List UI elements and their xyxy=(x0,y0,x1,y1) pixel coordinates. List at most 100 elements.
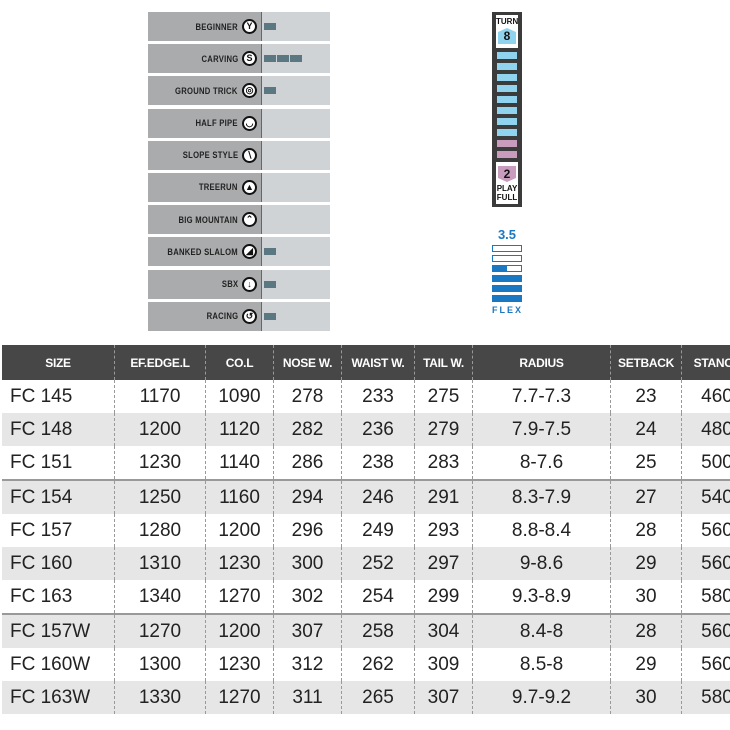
terrain-level-bar xyxy=(262,12,330,41)
turn-segment xyxy=(497,96,517,103)
terrain-chart: BEGINNER Y CARVING S GROUND TRICK ◎ HALF PIPE ◡… xyxy=(148,12,330,334)
table-cell: 302 xyxy=(273,580,342,614)
table-cell: 258 xyxy=(341,613,415,648)
turn-segment xyxy=(497,63,517,70)
column-header: TAIL W. xyxy=(414,345,473,380)
slope-style-icon: ∖ xyxy=(242,147,257,163)
terrain-label: BANKED SLALOM xyxy=(167,246,238,257)
table-cell: FC 160 xyxy=(2,547,115,580)
terrain-label: HALF PIPE xyxy=(195,118,238,129)
turn-value: 8 xyxy=(498,28,516,44)
column-header: WAIST W. xyxy=(341,345,415,380)
level-segment xyxy=(264,55,276,63)
terrain-row: CARVING S xyxy=(148,44,330,74)
table-cell: 500 xyxy=(681,446,730,480)
column-header: EF.EDGE.L xyxy=(114,345,206,380)
terrain-level-bar xyxy=(262,76,330,106)
tree-icon: ▲ xyxy=(242,179,257,195)
terrain-label: TREERUN xyxy=(199,182,238,193)
terrain-level-bar xyxy=(262,140,330,170)
level-segment xyxy=(264,312,276,320)
level-segment xyxy=(277,55,289,63)
turn-play-flex-meter: TURN 8 2 PLAY FULL 3.5 FLEX xyxy=(492,12,522,315)
column-header: CO.L xyxy=(205,345,274,380)
table-row: FC 157 1280 1200 296 249 293 8.8-8.4 28 560 xyxy=(2,514,730,547)
table-cell: 27 xyxy=(610,479,682,514)
column-header: STANCE xyxy=(681,345,730,380)
table-cell: 311 xyxy=(273,681,342,714)
terrain-label: CARVING xyxy=(201,53,238,64)
turn-cap: TURN 8 xyxy=(496,15,518,48)
spec-table: SIZE EF.EDGE.L CO.L NOSE W. WAIST W. TAIL W. R… xyxy=(2,345,730,714)
table-cell: 275 xyxy=(414,380,473,413)
turn-segment xyxy=(497,107,517,114)
turn-segment xyxy=(497,52,517,59)
table-cell: 8.5-8 xyxy=(472,648,611,681)
table-cell: 1230 xyxy=(205,547,274,580)
table-cell: 265 xyxy=(341,681,415,714)
table-cell: 8.8-8.4 xyxy=(472,514,611,547)
table-cell: 1120 xyxy=(205,413,274,446)
table-row: FC 154 1250 1160 294 246 291 8.3-7.9 27 540 xyxy=(2,479,730,514)
table-cell: 299 xyxy=(414,580,473,614)
terrain-row: BEGINNER Y xyxy=(148,12,330,41)
table-cell: FC 157 xyxy=(10,519,73,541)
table-cell: FC 160W xyxy=(10,653,91,675)
terrain-level-bar xyxy=(262,44,330,74)
table-cell: 246 xyxy=(341,479,415,514)
column-header: SIZE xyxy=(2,345,115,380)
banked-slalom-icon: ◢ xyxy=(242,244,257,260)
table-row: FC 148 1200 1120 282 236 279 7.9-7.5 24 480 xyxy=(2,413,730,446)
terrain-row: SLOPE STYLE ∖ xyxy=(148,140,330,170)
terrain-label: BIG MOUNTAIN xyxy=(178,214,238,225)
table-cell: 560 xyxy=(681,514,730,547)
table-cell: 25 xyxy=(610,446,682,480)
racing-icon: ↺ xyxy=(242,308,257,324)
play-segment xyxy=(497,151,517,158)
table-cell: 294 xyxy=(273,479,342,514)
terrain-row: SBX ↓ xyxy=(148,269,330,299)
half-pipe-icon: ◡ xyxy=(242,115,257,131)
terrain-level-bar xyxy=(262,205,330,235)
table-cell: 7.9-7.5 xyxy=(472,413,611,446)
table-cell: 23 xyxy=(610,380,682,413)
terrain-row: RACING ↺ xyxy=(148,301,330,331)
table-row: FC 151 1230 1140 286 238 283 8-7.6 25 500 xyxy=(2,446,730,480)
table-cell: 1340 xyxy=(114,580,206,614)
flex-value: 3.5 xyxy=(497,227,517,242)
terrain-label: RACING xyxy=(206,311,238,322)
table-cell: 304 xyxy=(414,613,473,648)
level-segment xyxy=(264,248,276,256)
play-label-1: PLAY xyxy=(496,184,518,193)
level-segment xyxy=(290,55,302,63)
terrain-row: BANKED SLALOM ◢ xyxy=(148,237,330,267)
table-cell: 560 xyxy=(681,547,730,580)
table-cell: 1090 xyxy=(205,380,274,413)
play-label-2: FULL xyxy=(496,193,518,202)
terrain-row: TREERUN ▲ xyxy=(148,172,330,202)
table-cell: 9.3-8.9 xyxy=(472,580,611,614)
table-cell: 29 xyxy=(610,547,682,580)
table-cell: 1270 xyxy=(205,681,274,714)
table-cell: 1280 xyxy=(114,514,206,547)
column-header: RADIUS xyxy=(472,345,611,380)
table-cell: 307 xyxy=(414,681,473,714)
table-cell: 1310 xyxy=(114,547,206,580)
ground-trick-icon: ◎ xyxy=(242,83,257,99)
table-cell: 480 xyxy=(681,413,730,446)
table-cell: 8.4-8 xyxy=(472,613,611,648)
table-cell: 1160 xyxy=(205,479,274,514)
table-cell: 309 xyxy=(414,648,473,681)
table-cell: 283 xyxy=(414,446,473,480)
terrain-row: GROUND TRICK ◎ xyxy=(148,76,330,106)
table-cell: 9.7-9.2 xyxy=(472,681,611,714)
table-cell: 254 xyxy=(341,580,415,614)
table-cell: 24 xyxy=(610,413,682,446)
table-cell: 282 xyxy=(273,413,342,446)
table-row: FC 160W 1300 1230 312 262 309 8.5-8 29 560 xyxy=(2,648,730,681)
table-cell: 262 xyxy=(341,648,415,681)
turn-label: TURN xyxy=(496,17,519,26)
terrain-level-bar xyxy=(262,237,330,267)
flex-segment xyxy=(492,285,522,292)
table-cell: 233 xyxy=(341,380,415,413)
